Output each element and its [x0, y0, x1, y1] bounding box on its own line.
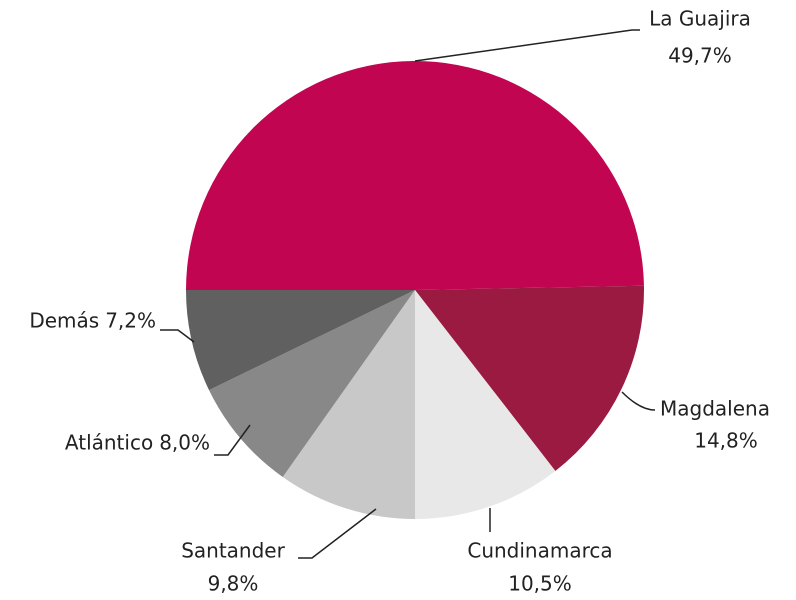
slice-value-label: 49,7% [668, 44, 732, 68]
pie-slice [415, 285, 644, 471]
slice-label: Atlántico [65, 431, 153, 455]
slice-value-label: 10,5% [508, 572, 572, 596]
pie-slice [186, 60, 644, 290]
slice-label: La Guajira [649, 7, 751, 31]
slice-label: Magdalena [660, 397, 770, 421]
leader-line [414, 29, 640, 62]
slice-value-label: 9,8% [208, 572, 259, 596]
slice-label: Cundinamarca [467, 539, 612, 563]
leader-line [214, 424, 251, 456]
leader-line [621, 391, 656, 411]
leader-line [160, 329, 195, 343]
pie-slice [415, 290, 556, 519]
pie-slice [209, 290, 415, 477]
slice-value-label: 14,8% [694, 429, 758, 453]
pie-slice [282, 290, 415, 519]
slice-value-label: 7,2% [105, 309, 156, 333]
leader-line [298, 508, 377, 559]
slice-label: Demás [29, 309, 99, 333]
pie-slice [186, 290, 415, 391]
slice-label: Santander [181, 539, 285, 563]
slice-value-label: 8,0% [159, 431, 210, 455]
